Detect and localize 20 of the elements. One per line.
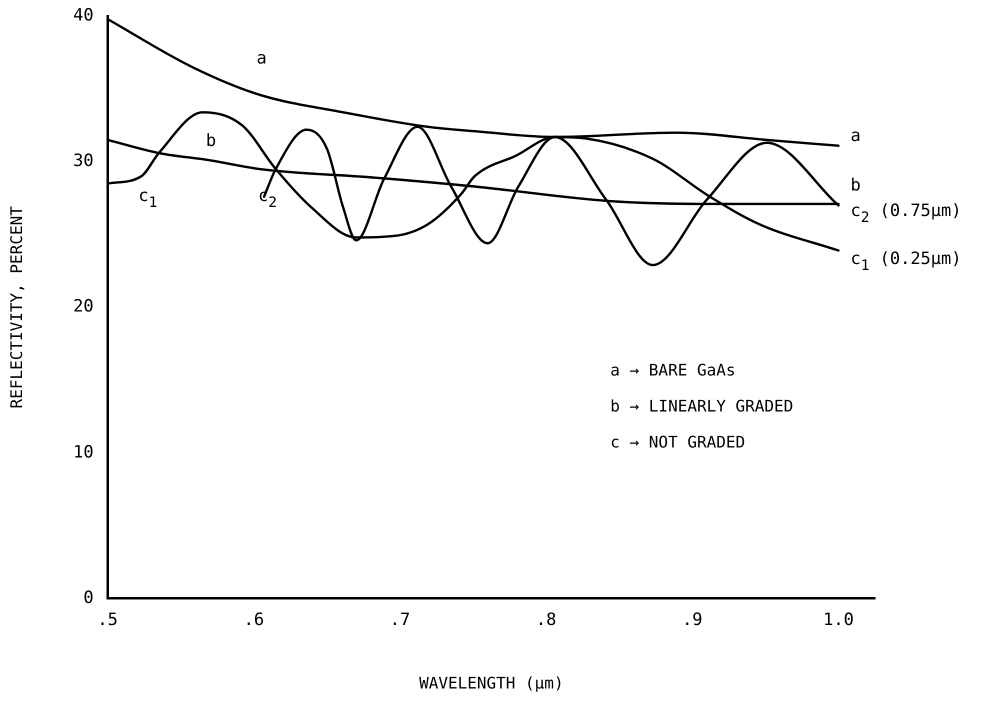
y-tick-label: 10 — [73, 442, 94, 462]
x-tick-label: .9 — [682, 610, 703, 630]
y-tick-label: 0 — [83, 588, 94, 608]
y-axis-title: REFLECTIVITY, PERCENT — [6, 206, 26, 408]
x-tick-label: .7 — [390, 610, 410, 630]
x-tick-label: .8 — [536, 610, 556, 630]
annotation: a → BARE GaAs — [610, 360, 736, 380]
x-tick-label: .6 — [244, 610, 264, 630]
annotation: b — [206, 130, 216, 151]
x-tick-label: 1.0 — [823, 610, 854, 630]
x-axis-title: WAVELENGTH (µm) — [419, 674, 564, 693]
annotation: a — [256, 48, 267, 69]
x-tick-label: .5 — [97, 610, 118, 630]
series-label: b — [850, 175, 861, 196]
y-tick-label: 40 — [73, 6, 94, 26]
y-tick-label: 30 — [73, 151, 94, 172]
annotation: c → NOT GRADED — [610, 432, 746, 452]
y-tick-label: 20 — [73, 296, 94, 317]
annotation: b → LINEARLY GRADED — [610, 396, 794, 416]
series-label: a — [850, 126, 861, 146]
